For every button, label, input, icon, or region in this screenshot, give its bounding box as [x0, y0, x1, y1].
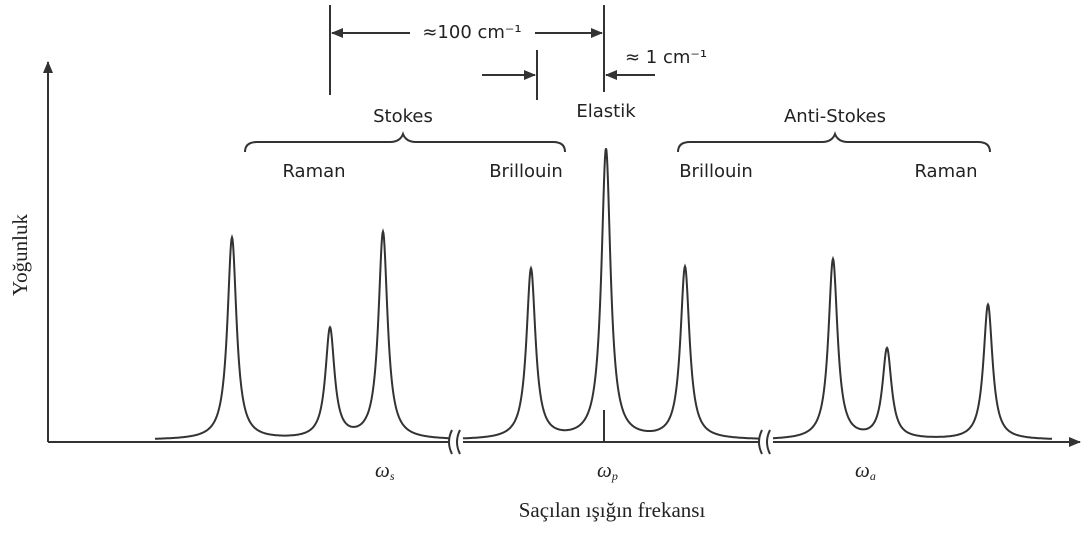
brace [677, 131, 991, 153]
axis-break [448, 428, 773, 456]
brace [244, 131, 566, 153]
peak-label: Brillouin [679, 161, 753, 182]
frequency-label: ωs [375, 458, 395, 483]
elastic-label: Elastik [576, 101, 636, 122]
spectrum-curve [773, 255, 1052, 440]
x-axis-label: Saçılan ışığın frekansı [519, 498, 706, 522]
spacing-label: ≈100 cm⁻¹ [422, 22, 521, 43]
y-axis-label: Yoğunluk [8, 214, 32, 296]
frequency-label: ωp [597, 458, 618, 483]
frequency-label: ωa [855, 458, 876, 483]
spectrum [155, 148, 1052, 440]
peak-label: Raman [282, 161, 345, 182]
group-label: Stokes [373, 106, 433, 127]
spectrum-curve [155, 228, 449, 440]
peak-label: Raman [914, 161, 977, 182]
group-label: Anti-Stokes [784, 106, 886, 127]
spectrum-curve [462, 148, 759, 440]
peak-label: Brillouin [489, 161, 563, 182]
spacing-label: ≈ 1 cm⁻¹ [625, 47, 707, 68]
